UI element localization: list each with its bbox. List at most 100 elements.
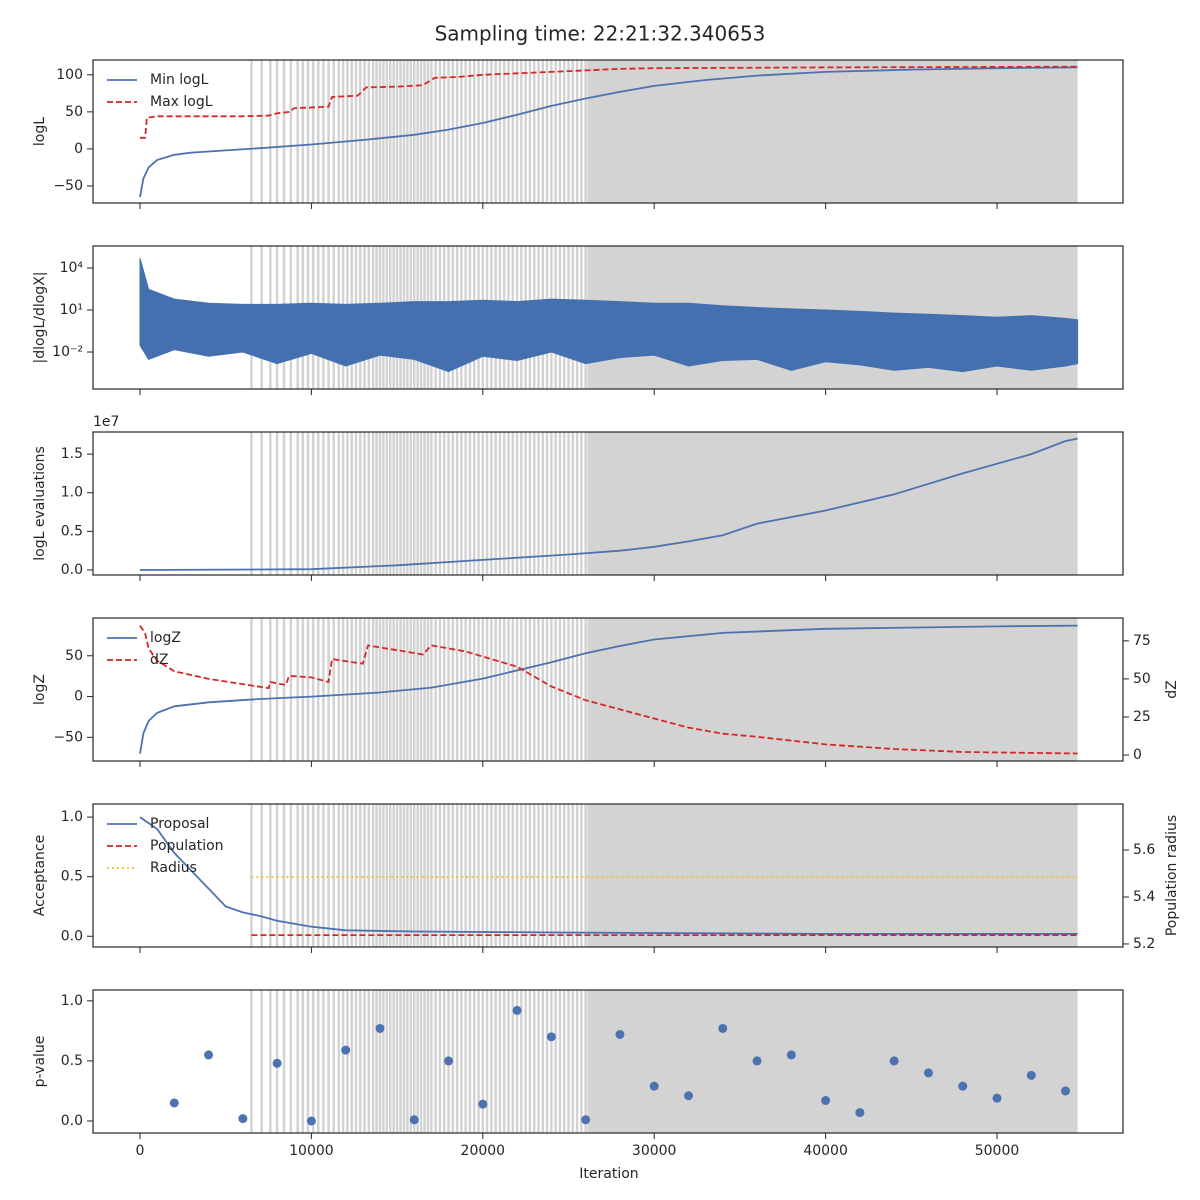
- axes-frame: [92, 431, 1124, 576]
- point: [238, 1114, 248, 1124]
- point: [786, 1050, 796, 1060]
- legend-label: Proposal: [150, 816, 209, 832]
- point: [512, 1005, 522, 1015]
- y-tick-label: 1.0: [61, 993, 83, 1009]
- series-line: [139, 625, 1078, 755]
- x-tick-label: 50000: [975, 1143, 1020, 1159]
- point: [615, 1029, 625, 1039]
- legend-label: Min logL: [150, 72, 209, 88]
- axes-frame: [92, 803, 1124, 948]
- panel: −50 0 50 100 logL Min logL Max logL: [32, 59, 1124, 209]
- point: [581, 1115, 591, 1125]
- y-tick-label: 100: [56, 67, 83, 83]
- y-axis-label: logZ: [32, 674, 48, 705]
- y-tick-label: 0.0: [61, 1113, 83, 1129]
- y-tick-label: 50: [65, 648, 83, 664]
- y-tick-label: 0.0: [61, 562, 83, 578]
- point: [375, 1023, 385, 1033]
- legend-label: Radius: [150, 860, 197, 876]
- y-tick-label: 0.5: [61, 523, 83, 539]
- point: [409, 1115, 419, 1125]
- series-line: [140, 65, 1078, 139]
- y-tick-label: 10¹: [60, 302, 83, 318]
- panel: 10⁻² 10¹ 10⁴ |dlogL/dlogX|: [32, 245, 1124, 395]
- y-tick-label: 10⁻²: [52, 344, 83, 360]
- legend-label: Max logL: [150, 94, 213, 110]
- y-tick-label: −50: [53, 178, 83, 194]
- panel: 0.0 0.5 1.0 1.5 logL evaluations 1e7: [32, 414, 1124, 581]
- y2-axis-label: dZ: [1164, 680, 1180, 698]
- y-axis-label: logL: [32, 117, 48, 146]
- shaded-span: [587, 618, 1078, 761]
- point: [718, 1023, 728, 1033]
- y-tick-label: 0: [74, 141, 83, 157]
- point: [169, 1098, 179, 1108]
- point: [478, 1099, 488, 1109]
- figure-title: Sampling time: 22:21:32.340653: [435, 22, 766, 46]
- point: [1026, 1070, 1036, 1080]
- point: [1061, 1086, 1071, 1096]
- y-tick-label: 0.5: [61, 1053, 83, 1069]
- panel: 0 10000 20000 30000 40000 50000 0.0 0.5 1.0 p-val…: [32, 989, 1124, 1159]
- y2-tick-label: 75: [1133, 633, 1151, 649]
- y-tick-label: 10⁴: [60, 260, 84, 276]
- point: [855, 1108, 865, 1118]
- axes-frame: [92, 989, 1124, 1134]
- point: [444, 1056, 454, 1066]
- point: [546, 1032, 556, 1042]
- series-line: [139, 624, 1078, 754]
- point: [889, 1056, 899, 1066]
- shaded-span: [587, 432, 1078, 575]
- shaded-span: [587, 804, 1078, 947]
- plot-area: [139, 246, 1079, 389]
- y-tick-label: 1.0: [61, 809, 83, 825]
- shaded-span: [587, 990, 1078, 1133]
- axes-frame: [92, 245, 1124, 390]
- point: [821, 1096, 831, 1106]
- plot-area: [139, 804, 1078, 947]
- x-tick-label: 0: [136, 1143, 145, 1159]
- point: [341, 1045, 351, 1055]
- y-tick-label: 0.0: [61, 928, 83, 944]
- x-tick-label: 20000: [461, 1143, 506, 1159]
- point: [752, 1056, 762, 1066]
- point: [683, 1091, 693, 1101]
- y-axis-label: |dlogL/dlogX|: [32, 272, 48, 364]
- y-tick-label: 1.0: [61, 485, 83, 501]
- noise-band: [139, 258, 1079, 373]
- point: [923, 1068, 933, 1078]
- series-line: [139, 66, 1078, 198]
- y2-tick-label: 5.4: [1133, 889, 1155, 905]
- panel: 0.0 0.5 1.0 5.2 5.4 5.6 Acceptance Population r…: [32, 803, 1180, 953]
- legend-label: Population: [150, 838, 224, 854]
- y-axis-label: p-value: [32, 1036, 48, 1088]
- legend-label: logZ: [150, 630, 181, 646]
- panel: −50 0 50 0 25 50 75 logZ dZ logZ dZ: [32, 617, 1180, 767]
- x-tick-label: 30000: [632, 1143, 677, 1159]
- y-axis-label: Acceptance: [32, 835, 48, 916]
- y2-tick-label: 5.2: [1133, 936, 1155, 952]
- x-tick-label: 40000: [803, 1143, 848, 1159]
- axes-frame: [92, 59, 1124, 204]
- point: [992, 1093, 1002, 1103]
- y2-tick-label: 25: [1133, 709, 1151, 725]
- y-tick-label: −50: [53, 729, 83, 745]
- y-tick-label: 1.5: [61, 446, 83, 462]
- series-line: [139, 816, 1078, 935]
- series-line: [139, 437, 1078, 571]
- y-tick-label: 0: [74, 689, 83, 705]
- plot-area: [139, 618, 1078, 761]
- legend-label: dZ: [150, 652, 168, 668]
- point: [306, 1116, 316, 1126]
- y2-tick-label: 0: [1133, 747, 1142, 763]
- x-axis-label: Iteration: [579, 1166, 638, 1182]
- y-axis-label: logL evaluations: [32, 446, 48, 561]
- y-tick-label: 50: [65, 104, 83, 120]
- shaded-span: [587, 60, 1078, 203]
- y2-tick-label: 5.6: [1133, 842, 1155, 858]
- y2-tick-label: 50: [1133, 671, 1151, 687]
- x-tick-label: 10000: [289, 1143, 334, 1159]
- offset-text: 1e7: [93, 414, 119, 430]
- point: [204, 1050, 214, 1060]
- point: [958, 1081, 968, 1091]
